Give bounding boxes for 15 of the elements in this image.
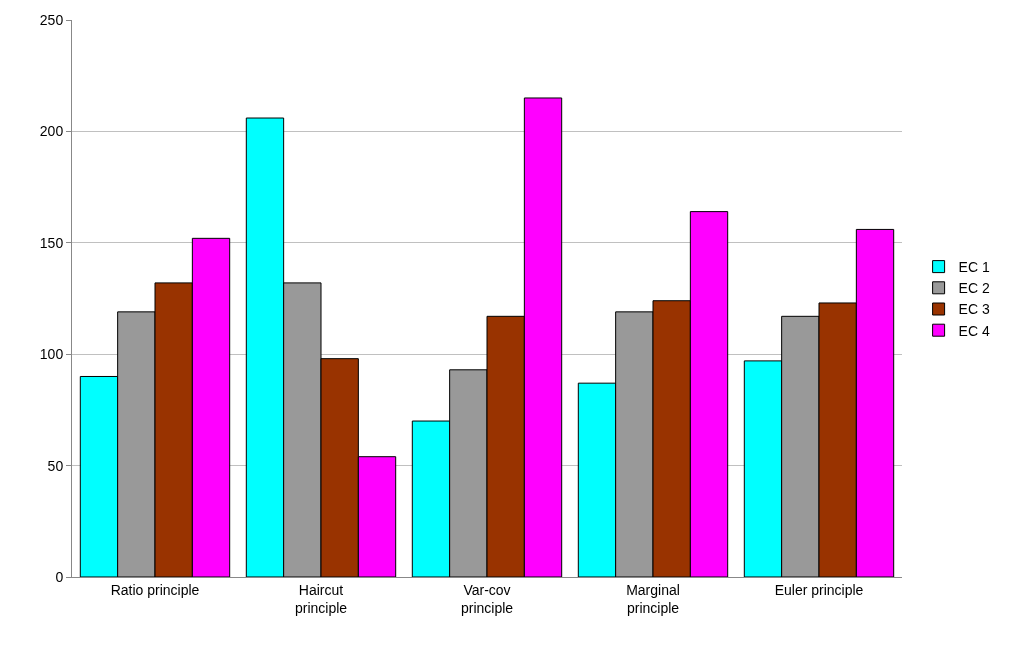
x-tick-label: Euler principle [774, 581, 864, 598]
y-tick-label: 50 [47, 457, 64, 474]
y-tick-label: 200 [39, 123, 64, 140]
y-tick-label: 250 [39, 11, 64, 28]
y-tick-label: 0 [55, 568, 64, 585]
x-tick-label: Haircut principle [294, 581, 348, 616]
x-tick-label: Ratio principle [110, 581, 200, 598]
y-tick-label: 150 [39, 234, 64, 251]
x-tick-label: Marginal principle [626, 581, 680, 616]
legend-label: EC 3 [958, 301, 990, 318]
y-tick-label: 100 [39, 346, 64, 363]
legend-label: EC 1 [958, 259, 990, 276]
x-tick-label: Var-cov principle [460, 581, 514, 616]
legend-label: EC 4 [958, 322, 990, 339]
legend-label: EC 2 [958, 280, 990, 297]
